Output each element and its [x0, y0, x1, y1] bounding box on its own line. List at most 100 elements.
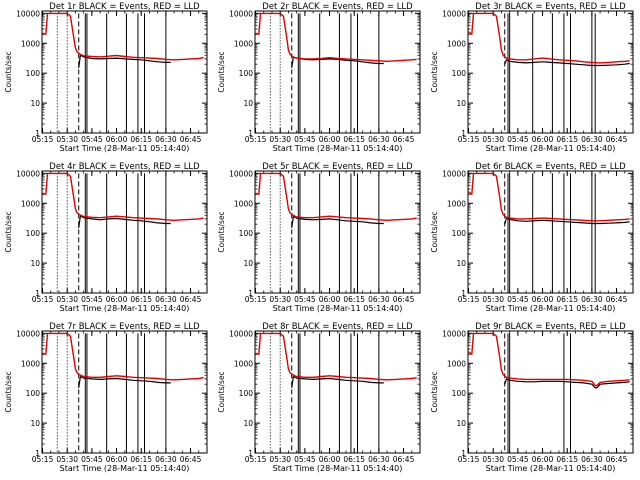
y-tick-label: 1000	[21, 199, 40, 208]
y-tick-label: 10	[456, 259, 466, 268]
x-tick-label: 05:30	[269, 295, 291, 304]
x-tick-label: 05:45	[81, 455, 103, 464]
x-tick-label: 06:45	[393, 135, 415, 144]
x-tick-label: 06:30	[581, 455, 603, 464]
y-axis-label: Counts/sec	[4, 51, 13, 92]
x-axis-label: Start Time (28-Mar-11 05:14:40)	[273, 464, 403, 473]
lld-series-line	[254, 172, 417, 221]
x-tick-label: 05:45	[294, 295, 316, 304]
y-tick-label: 10000	[229, 329, 253, 338]
y-tick-label: 1000	[21, 359, 40, 368]
lld-series-line	[254, 12, 417, 62]
plot-frame	[467, 330, 634, 454]
x-tick-label: 06:15	[343, 135, 365, 144]
chart-panel: Det 1r BLACK = Events, RED = LLD 1 10 100 10…	[4, 2, 208, 153]
y-axis-label: Counts/sec	[430, 211, 439, 252]
x-tick-label: 06:00	[106, 135, 128, 144]
y-tick-label: 1000	[234, 359, 253, 368]
y-axis-label: Counts/sec	[4, 211, 13, 252]
y-tick-label: 10000	[16, 9, 40, 18]
x-tick-label: 06:00	[319, 135, 341, 144]
x-tick-label: 05:15	[458, 295, 480, 304]
x-tick-label: 06:45	[606, 295, 628, 304]
y-tick-label: 100	[239, 229, 254, 238]
chart-panel: Det 8r BLACK = Events, RED = LLD 1 10 100 10…	[217, 322, 421, 473]
y-tick-label: 10	[243, 419, 253, 428]
y-tick-label: 10	[30, 259, 40, 268]
x-tick-label: 06:15	[343, 295, 365, 304]
x-tick-label: 05:30	[269, 135, 291, 144]
y-tick-label: 10000	[229, 9, 253, 18]
x-tick-label: 05:45	[507, 455, 529, 464]
x-tick-label: 06:00	[319, 295, 341, 304]
lld-series-line	[41, 332, 204, 381]
y-tick-label: 100	[239, 69, 254, 78]
x-tick-label: 05:15	[32, 455, 54, 464]
x-tick-label: 05:30	[56, 135, 78, 144]
y-tick-label: 10	[456, 419, 466, 428]
y-tick-label: 10000	[16, 329, 40, 338]
events-series-line	[78, 215, 171, 228]
y-tick-label: 10000	[442, 169, 466, 178]
y-tick-label: 100	[26, 69, 41, 78]
x-tick-label: 06:15	[556, 455, 578, 464]
chart-title: Det 5r BLACK = Events, RED = LLD	[262, 162, 413, 172]
x-tick-label: 05:45	[81, 135, 103, 144]
y-tick-label: 1000	[447, 199, 466, 208]
y-tick-label: 10	[243, 259, 253, 268]
x-tick-label: 05:15	[32, 295, 54, 304]
y-axis-label: Counts/sec	[430, 51, 439, 92]
x-tick-label: 05:15	[245, 295, 267, 304]
x-tick-label: 06:30	[368, 455, 390, 464]
y-tick-label: 1	[248, 289, 253, 298]
x-tick-label: 06:45	[393, 295, 415, 304]
y-tick-label: 100	[239, 389, 254, 398]
x-tick-label: 06:30	[155, 455, 177, 464]
chart-title: Det 9r BLACK = Events, RED = LLD	[475, 322, 626, 332]
events-series-line	[504, 59, 630, 67]
chart-panel: Det 3r BLACK = Events, RED = LLD 1 10 100 10…	[430, 2, 634, 153]
y-tick-label: 1000	[234, 39, 253, 48]
x-tick-label: 05:15	[32, 135, 54, 144]
events-series-line	[78, 375, 171, 388]
plot-frame	[467, 170, 634, 294]
chart-panel: Det 2r BLACK = Events, RED = LLD 1 10 100 10…	[217, 2, 421, 153]
x-tick-label: 05:15	[458, 135, 480, 144]
events-series-line	[291, 375, 384, 388]
chart-panel: Det 6r BLACK = Events, RED = LLD 1 10 100 10…	[430, 162, 634, 313]
y-tick-label: 1	[35, 129, 40, 138]
chart-panel: Det 4r BLACK = Events, RED = LLD 1 10 100 10…	[4, 162, 208, 313]
x-tick-label: 06:00	[319, 455, 341, 464]
y-tick-label: 100	[452, 389, 467, 398]
x-tick-label: 05:15	[458, 455, 480, 464]
x-axis-label: Start Time (28-Mar-11 05:14:40)	[60, 144, 190, 153]
y-tick-label: 1	[248, 449, 253, 458]
x-tick-label: 05:30	[482, 455, 504, 464]
x-tick-label: 06:45	[180, 455, 202, 464]
y-tick-label: 1000	[234, 199, 253, 208]
x-tick-label: 06:30	[368, 135, 390, 144]
y-tick-label: 10	[30, 99, 40, 108]
x-tick-label: 05:30	[56, 295, 78, 304]
y-axis-label: Counts/sec	[430, 371, 439, 412]
x-axis-label: Start Time (28-Mar-11 05:14:40)	[273, 304, 403, 313]
y-tick-label: 1	[461, 129, 466, 138]
chart-title: Det 2r BLACK = Events, RED = LLD	[262, 2, 413, 12]
y-tick-label: 100	[26, 389, 41, 398]
y-tick-label: 10000	[442, 329, 466, 338]
chart-panel: Det 9r BLACK = Events, RED = LLD 1 10 100 10…	[430, 322, 634, 473]
chart-panel: Det 7r BLACK = Events, RED = LLD 1 10 100 10…	[4, 322, 208, 473]
x-tick-label: 06:00	[106, 455, 128, 464]
x-tick-label: 06:30	[368, 295, 390, 304]
y-axis-label: Counts/sec	[4, 371, 13, 412]
lld-series-line	[467, 172, 630, 222]
x-tick-label: 06:30	[581, 295, 603, 304]
y-tick-label: 1	[35, 449, 40, 458]
chart-title: Det 4r BLACK = Events, RED = LLD	[49, 162, 200, 172]
x-tick-label: 06:15	[556, 295, 578, 304]
events-series-line	[78, 54, 171, 68]
x-tick-label: 06:00	[532, 135, 554, 144]
y-tick-label: 100	[452, 229, 467, 238]
x-tick-label: 06:00	[532, 295, 554, 304]
